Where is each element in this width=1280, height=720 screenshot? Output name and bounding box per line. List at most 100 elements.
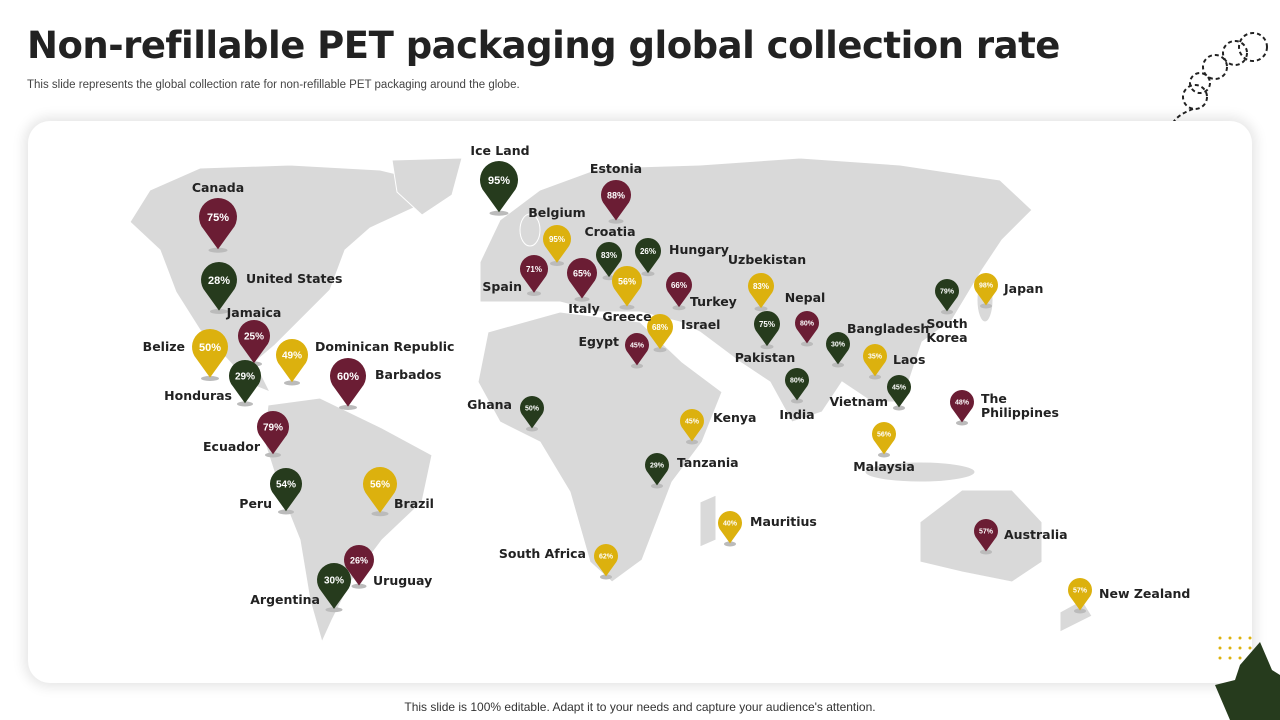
pin-value: 49% bbox=[282, 351, 302, 362]
pin-shadow bbox=[754, 306, 768, 312]
pin-shadow bbox=[631, 363, 643, 369]
pin-uzbekistan: 83% bbox=[748, 272, 775, 312]
page-subtitle: This slide represents the global collect… bbox=[27, 79, 520, 91]
pin-italy: 65% bbox=[567, 257, 597, 302]
pin-value: 66% bbox=[671, 281, 687, 290]
pin-shadow bbox=[941, 309, 953, 315]
pin-marker bbox=[543, 224, 572, 263]
page-title: Non-refillable PET packaging global coll… bbox=[27, 24, 1060, 67]
pin-value: 75% bbox=[207, 212, 229, 224]
pin-pakistan: 75% bbox=[754, 310, 781, 350]
country-label: Brazil bbox=[394, 496, 434, 511]
country-label: Vietnam bbox=[829, 394, 888, 409]
country-label: Greece bbox=[602, 309, 652, 324]
pin-value: 56% bbox=[370, 480, 390, 491]
pin-shadow bbox=[619, 304, 635, 310]
pin-marker bbox=[826, 331, 850, 365]
country-label: South Africa bbox=[498, 546, 586, 561]
pin-value: 28% bbox=[208, 275, 230, 287]
country-label: Pakistan bbox=[734, 350, 796, 365]
pin-shadow bbox=[237, 401, 253, 407]
pin-canada: 75% bbox=[198, 197, 237, 253]
pin-shadow bbox=[210, 309, 228, 314]
pin-shadow bbox=[651, 483, 663, 489]
pin-value: 45% bbox=[892, 385, 907, 392]
country-label: Uruguay bbox=[373, 573, 433, 588]
pin-shadow bbox=[686, 439, 698, 445]
country-label: Tanzania bbox=[677, 455, 739, 470]
pin-shadow bbox=[641, 271, 655, 277]
pin-australia: 57% bbox=[974, 518, 999, 555]
pin-marker bbox=[872, 421, 897, 455]
pin-bangladesh: 30% bbox=[826, 331, 850, 368]
country-label: Belgium bbox=[528, 205, 586, 220]
pin-shadow bbox=[653, 347, 667, 353]
pin-dominican-republic: 49% bbox=[275, 338, 308, 386]
pin-marker bbox=[238, 319, 270, 364]
pin-united-states: 28% bbox=[201, 261, 237, 314]
pin-ghana: 50% bbox=[520, 395, 545, 432]
pin-value: 48% bbox=[955, 400, 970, 407]
pin-ecuador: 79% bbox=[256, 410, 289, 458]
pin-value: 54% bbox=[276, 480, 296, 491]
country-label: Ecuador bbox=[203, 439, 260, 454]
pin-value: 30% bbox=[324, 576, 344, 587]
country-label: Argentina bbox=[250, 592, 320, 607]
pin-shadow bbox=[208, 247, 228, 253]
pin-shadow bbox=[956, 420, 968, 426]
pin-shadow bbox=[980, 549, 992, 555]
pin-value: 71% bbox=[526, 265, 542, 274]
pin-value: 95% bbox=[549, 235, 565, 244]
country-label: Turkey bbox=[690, 294, 737, 309]
pin-value: 50% bbox=[525, 406, 540, 413]
pin-south-africa: 62% bbox=[594, 543, 618, 580]
country-label: Ghana bbox=[467, 397, 512, 412]
pin-tanzania: 29% bbox=[645, 452, 669, 489]
pin-marker bbox=[645, 452, 669, 486]
pin-value: 40% bbox=[723, 521, 738, 528]
pin-marker bbox=[665, 271, 692, 308]
pin-shadow bbox=[527, 291, 541, 296]
country-label: Malaysia bbox=[853, 459, 915, 474]
pin-laos: 35% bbox=[863, 343, 888, 380]
country-label: Japan bbox=[1004, 281, 1044, 296]
country-label: Croatia bbox=[584, 224, 636, 239]
pin-value: 45% bbox=[685, 419, 700, 426]
country-label: Jamaica bbox=[226, 305, 282, 320]
pin-value: 29% bbox=[235, 372, 255, 383]
pin-japan: 98% bbox=[974, 272, 999, 309]
pin-belgium: 95% bbox=[543, 224, 572, 266]
pin-marker bbox=[362, 466, 397, 513]
pin-shadow bbox=[760, 344, 774, 350]
country-label: Nepal bbox=[784, 290, 826, 305]
pin-value: 26% bbox=[640, 247, 656, 256]
pin-marker bbox=[635, 237, 662, 274]
country-label: The Philippines bbox=[981, 391, 1059, 420]
pin-value: 29% bbox=[650, 463, 665, 470]
pin-marker bbox=[1068, 577, 1092, 611]
pin-value: 68% bbox=[652, 323, 668, 332]
pin-marker bbox=[520, 254, 549, 293]
pin-turkey: 66% bbox=[665, 271, 692, 311]
pin-new-zealand: 57% bbox=[1068, 577, 1092, 614]
pin-shadow bbox=[724, 541, 736, 547]
pin-the-philippines: 48% bbox=[950, 389, 975, 426]
pin-malaysia: 56% bbox=[872, 421, 897, 458]
pin-vietnam: 45% bbox=[887, 374, 912, 411]
pin-value: 79% bbox=[263, 423, 283, 434]
madagascar bbox=[699, 494, 717, 548]
pin-spain: 71% bbox=[520, 254, 549, 296]
pin-marker bbox=[679, 408, 704, 442]
pin-hungary: 26% bbox=[635, 237, 662, 277]
pin-shadow bbox=[351, 583, 367, 589]
pin-shadow bbox=[608, 218, 624, 224]
pin-nepal: 80% bbox=[795, 310, 819, 347]
pin-marker bbox=[718, 510, 743, 544]
pin-honduras: 29% bbox=[229, 359, 261, 407]
country-label: Italy bbox=[568, 301, 600, 316]
dashed-circles-decoration bbox=[1172, 32, 1268, 124]
pin-ice-land: 95% bbox=[480, 160, 519, 216]
pin-shadow bbox=[672, 305, 686, 311]
pin-marker bbox=[329, 357, 366, 407]
